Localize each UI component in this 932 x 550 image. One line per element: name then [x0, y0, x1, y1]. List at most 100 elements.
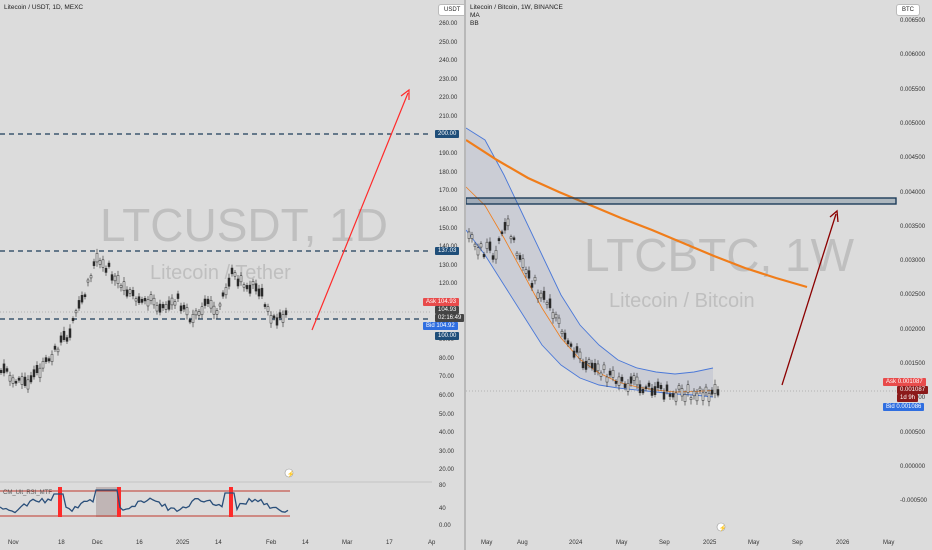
candle: [35, 365, 39, 374]
candle: [164, 304, 168, 310]
currency-button[interactable]: USDT: [438, 4, 464, 16]
time-tick: 17: [386, 540, 393, 546]
watermark-name: Litecoin / Bitcoin: [609, 290, 755, 312]
legend-bb[interactable]: BB: [470, 20, 479, 27]
legend-ma[interactable]: MA: [470, 12, 480, 19]
ltcusdt-chart-panel[interactable]: LTCUSDT, 1D Litecoin / Tether ⚡ Litecoin…: [0, 0, 464, 550]
time-tick: 2026: [836, 540, 850, 546]
price-tick: 50.00: [439, 411, 455, 418]
projection-arrow-head: [829, 209, 839, 223]
candle: [530, 282, 534, 288]
candle: [263, 304, 267, 307]
candle: [626, 383, 630, 392]
candle: [614, 381, 618, 384]
candle: [101, 259, 105, 268]
candle: [533, 277, 537, 282]
currency-button[interactable]: BTC: [896, 4, 920, 16]
candle: [653, 386, 657, 396]
candle: [224, 287, 228, 296]
candle: [623, 383, 627, 388]
time-tick: May: [748, 540, 760, 546]
time-tick: Aug: [517, 540, 528, 546]
candle: [68, 328, 72, 338]
candle: [635, 376, 639, 386]
projection-arrow[interactable]: [781, 213, 837, 386]
candle: [671, 393, 675, 398]
candle: [248, 284, 252, 294]
candle: [131, 290, 135, 297]
last-price-tag: 0.001087: [897, 386, 929, 394]
candle: [518, 255, 522, 260]
candle: [482, 253, 486, 258]
candle: [56, 348, 60, 353]
price-tick: 70.00: [439, 374, 455, 381]
lightning-icon[interactable]: [284, 468, 294, 478]
candle: [536, 292, 540, 299]
candle: [44, 357, 48, 362]
candle: [572, 350, 576, 358]
chart-title: Litecoin / USDT, 1D, MEXC: [4, 4, 84, 11]
candle: [695, 392, 699, 402]
candle: [593, 363, 597, 373]
candle: [710, 389, 714, 395]
candle: [473, 243, 477, 247]
candle: [545, 302, 549, 305]
ltcusdt-plot[interactable]: ⚡: [0, 0, 464, 550]
candle: [617, 376, 621, 386]
price-tick: 190.00: [439, 151, 458, 158]
candle: [83, 294, 87, 298]
candle: [206, 298, 210, 305]
candle: [92, 261, 96, 266]
price-tick: 30.00: [439, 448, 455, 455]
rsi-level-0: 0.00: [439, 523, 451, 529]
candle: [65, 337, 69, 342]
price-tick: 240.00: [439, 58, 458, 65]
ltcbtc-plot[interactable]: ⚡: [466, 0, 932, 550]
resistance-zone[interactable]: [466, 197, 897, 205]
candle: [134, 298, 138, 302]
candle: [602, 364, 606, 370]
candle: [14, 380, 18, 384]
candle: [260, 287, 264, 297]
candle: [116, 275, 120, 284]
candle: [524, 269, 528, 274]
time-tick: 2025: [703, 540, 717, 546]
candle: [506, 218, 510, 227]
candle: [509, 236, 513, 240]
candle: [194, 310, 198, 316]
time-tick: Mar: [342, 540, 353, 546]
candle: [686, 384, 690, 393]
candle: [221, 292, 225, 297]
candle: [581, 361, 585, 369]
bb-upper: [466, 127, 714, 375]
candle: [269, 315, 273, 324]
candle: [239, 275, 243, 283]
candle: [227, 277, 231, 287]
candle: [554, 313, 558, 319]
candle: [674, 392, 678, 402]
price-tick: 0.000000: [900, 463, 926, 470]
candle: [632, 375, 636, 381]
price-tick: 0.005000: [900, 120, 926, 127]
lightning-icon[interactable]: [716, 522, 726, 532]
candle: [8, 374, 12, 382]
candle: [716, 389, 720, 396]
price-tick: 0.006000: [900, 52, 926, 59]
last-price-tag: 104.93: [435, 306, 460, 314]
bid-tag: Bid 104.92: [423, 322, 458, 330]
candle: [563, 332, 567, 340]
candle: [599, 372, 603, 377]
candle: [200, 306, 204, 315]
panel-divider[interactable]: [464, 0, 466, 550]
candle: [497, 238, 501, 242]
candle: [683, 394, 687, 402]
watermark-symbol: LTCBTC, 1W: [584, 229, 855, 281]
ltcbtc-chart-panel[interactable]: LTCBTC, 1W Litecoin / Bitcoin ⚡ Litecoin…: [466, 0, 932, 550]
candle: [0, 370, 3, 373]
candle: [560, 330, 564, 334]
candle: [557, 317, 561, 324]
candle: [569, 343, 573, 347]
price-tick: 0.003500: [900, 223, 926, 230]
candle: [266, 306, 270, 312]
projection-arrow[interactable]: [311, 92, 409, 331]
